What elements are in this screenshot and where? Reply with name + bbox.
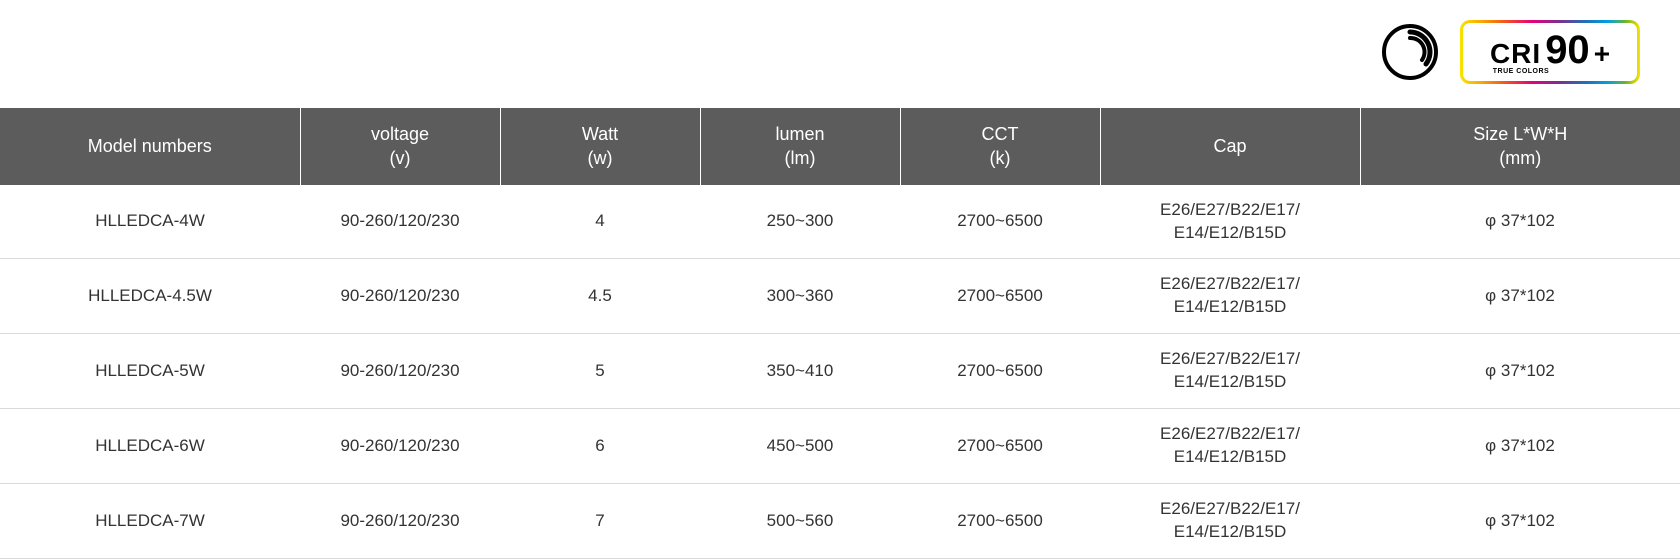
cell-size: φ 37*102 <box>1360 185 1680 259</box>
col-lumen: lumen (lm) <box>700 108 900 185</box>
table-row: HLLEDCA-4.5W90-260/120/2304.5300~3602700… <box>0 259 1680 334</box>
cell-size: φ 37*102 <box>1360 334 1680 409</box>
cell-watt: 4 <box>500 185 700 259</box>
cell-lumen: 350~410 <box>700 334 900 409</box>
header-text: CCT <box>982 124 1019 144</box>
swirl-icon <box>1378 20 1442 84</box>
cell-watt: 7 <box>500 484 700 559</box>
cell-voltage: 90-260/120/230 <box>300 484 500 559</box>
cell-cct: 2700~6500 <box>900 185 1100 259</box>
cell-model: HLLEDCA-4W <box>0 185 300 259</box>
cell-watt: 4.5 <box>500 259 700 334</box>
cell-model: HLLEDCA-6W <box>0 409 300 484</box>
col-model: Model numbers <box>0 108 300 185</box>
cell-cap: E26/E27/B22/E17/E14/E12/B15D <box>1100 259 1360 334</box>
cell-lumen: 500~560 <box>700 484 900 559</box>
cell-watt: 5 <box>500 334 700 409</box>
col-cap: Cap <box>1100 108 1360 185</box>
cri-value: 90 <box>1545 30 1590 70</box>
cell-model: HLLEDCA-5W <box>0 334 300 409</box>
col-watt: Watt (w) <box>500 108 700 185</box>
header-row: Model numbers voltage (v) Watt (w) lumen… <box>0 108 1680 185</box>
header-text: Model numbers <box>88 136 212 156</box>
cell-cct: 2700~6500 <box>900 409 1100 484</box>
table-row: HLLEDCA-5W90-260/120/2305350~4102700~650… <box>0 334 1680 409</box>
cell-lumen: 250~300 <box>700 185 900 259</box>
cell-size: φ 37*102 <box>1360 259 1680 334</box>
table-row: HLLEDCA-4W90-260/120/2304250~3002700~650… <box>0 185 1680 259</box>
table-row: HLLEDCA-6W90-260/120/2306450~5002700~650… <box>0 409 1680 484</box>
cell-voltage: 90-260/120/230 <box>300 334 500 409</box>
cell-lumen: 300~360 <box>700 259 900 334</box>
cell-cap: E26/E27/B22/E17/E14/E12/B15D <box>1100 484 1360 559</box>
col-size: Size L*W*H (mm) <box>1360 108 1680 185</box>
cri-label: CRI <box>1490 40 1541 68</box>
header-unit: (k) <box>990 148 1011 168</box>
col-cct: CCT (k) <box>900 108 1100 185</box>
cri-sub: TRUE COLORS <box>1493 68 1549 75</box>
cell-voltage: 90-260/120/230 <box>300 185 500 259</box>
cell-cct: 2700~6500 <box>900 484 1100 559</box>
header-text: voltage <box>371 124 429 144</box>
cell-cap: E26/E27/B22/E17/E14/E12/B15D <box>1100 185 1360 259</box>
spec-table: Model numbers voltage (v) Watt (w) lumen… <box>0 108 1680 559</box>
header-text: Watt <box>582 124 618 144</box>
cri-plus: + <box>1594 40 1610 68</box>
cell-cap: E26/E27/B22/E17/E14/E12/B15D <box>1100 334 1360 409</box>
header-unit: (v) <box>390 148 411 168</box>
cell-model: HLLEDCA-4.5W <box>0 259 300 334</box>
col-voltage: voltage (v) <box>300 108 500 185</box>
cell-watt: 6 <box>500 409 700 484</box>
cell-lumen: 450~500 <box>700 409 900 484</box>
cri-badge: CRI 90 + TRUE COLORS <box>1460 20 1640 84</box>
cell-cct: 2700~6500 <box>900 259 1100 334</box>
header-unit: (mm) <box>1499 148 1541 168</box>
cell-cct: 2700~6500 <box>900 334 1100 409</box>
table-body: HLLEDCA-4W90-260/120/2304250~3002700~650… <box>0 185 1680 559</box>
header-unit: (w) <box>588 148 613 168</box>
table-row: HLLEDCA-7W90-260/120/2307500~5602700~650… <box>0 484 1680 559</box>
cell-size: φ 37*102 <box>1360 409 1680 484</box>
header-text: Cap <box>1213 136 1246 156</box>
badges-row: CRI 90 + TRUE COLORS <box>0 20 1680 84</box>
header-text: lumen <box>775 124 824 144</box>
cell-voltage: 90-260/120/230 <box>300 409 500 484</box>
header-unit: (lm) <box>785 148 816 168</box>
header-text: Size L*W*H <box>1473 124 1567 144</box>
cell-voltage: 90-260/120/230 <box>300 259 500 334</box>
cell-size: φ 37*102 <box>1360 484 1680 559</box>
cell-cap: E26/E27/B22/E17/E14/E12/B15D <box>1100 409 1360 484</box>
cell-model: HLLEDCA-7W <box>0 484 300 559</box>
